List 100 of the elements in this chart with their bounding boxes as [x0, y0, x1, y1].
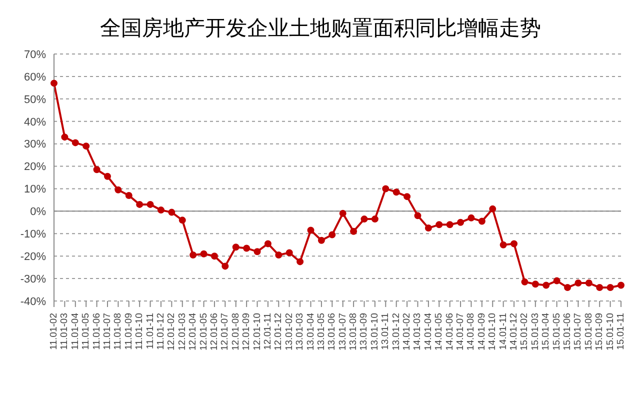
y-tick-label: 20% — [24, 161, 46, 174]
point — [404, 193, 411, 200]
y-tick-label: 0% — [30, 206, 46, 218]
point — [82, 142, 90, 150]
y-tick-label: -30% — [20, 273, 46, 286]
x-tick-label: 15.01-04 — [540, 313, 552, 351]
x-tick-label: 14.01-12 — [508, 313, 520, 351]
point — [478, 218, 486, 225]
point — [446, 221, 454, 228]
point — [136, 200, 144, 208]
x-tick-label: 13.01-04 — [305, 313, 316, 351]
y-tick-label: 60% — [24, 71, 46, 84]
point — [328, 231, 336, 238]
x-tick-label: 12.01-09 — [241, 313, 252, 351]
x-tick-label: 13.01-10 — [369, 313, 380, 351]
point — [210, 252, 218, 260]
x-tick-label: 13.01-06 — [326, 313, 338, 351]
point — [360, 216, 368, 223]
x-tick-label: 15.01-07 — [572, 313, 584, 351]
x-tick-label: 11.01-12 — [155, 313, 166, 350]
point — [618, 282, 624, 289]
point — [542, 282, 550, 289]
x-tick-label: 14.01-08 — [466, 313, 477, 351]
point — [500, 241, 507, 248]
x-tick-label: 13.01-12 — [390, 313, 402, 351]
point — [125, 192, 132, 199]
point — [414, 212, 422, 220]
point — [93, 166, 100, 174]
point — [521, 278, 528, 286]
point — [146, 200, 154, 208]
point — [468, 214, 475, 222]
x-tick-label: 13.01-09 — [358, 313, 370, 351]
point — [382, 185, 390, 192]
point — [392, 188, 400, 196]
point — [307, 226, 314, 234]
point — [104, 172, 111, 180]
point — [243, 244, 250, 252]
y-tick-label: 10% — [24, 184, 46, 196]
x-tick-label: 15.01-06 — [562, 313, 574, 351]
point — [114, 186, 122, 194]
y-tick-label: -40% — [20, 296, 46, 308]
point — [157, 206, 164, 214]
point — [264, 240, 272, 248]
x-tick-label: 14.01-07 — [455, 313, 466, 351]
point — [200, 250, 208, 258]
x-tick-label: 12.01-08 — [230, 313, 242, 351]
x-tick-label: 11.01-09 — [123, 313, 134, 350]
chart-title: 全国房地产开发企业土地购置面积同比增幅走势 — [99, 15, 542, 42]
point — [371, 216, 378, 223]
x-tick-label: 15.01-11 — [616, 313, 626, 350]
point — [190, 251, 197, 258]
x-tick-label: 15.01-02 — [519, 313, 530, 351]
x-tick-label: 12.01-12 — [273, 313, 284, 351]
y-tick-label: 70% — [24, 48, 46, 61]
point — [275, 251, 282, 258]
point — [318, 236, 325, 244]
x-tick-label: 14.01-09 — [476, 313, 488, 351]
x-tick-label: 15.01-03 — [530, 313, 541, 351]
point — [350, 228, 358, 235]
x-tick-label: 13.01-02 — [284, 313, 295, 351]
point — [232, 244, 240, 251]
x-tick-label: 14.01-03 — [412, 313, 424, 351]
x-tick-label: 15.01-08 — [583, 313, 594, 351]
x-tick-label: 14.01-11 — [498, 313, 509, 350]
x-tick-label: 11.01-08 — [112, 313, 124, 350]
x-tick-label: 14.01-02 — [402, 313, 413, 351]
point — [286, 249, 293, 256]
x-tick-label: 12.01-03 — [176, 313, 188, 351]
x-tick-label: 11.01-04 — [70, 313, 81, 350]
x-tick-label: 12.01-06 — [208, 313, 220, 351]
point — [564, 284, 572, 292]
x-tick-label: 12.01-07 — [220, 313, 231, 351]
x-tick-label: 11.01-05 — [80, 313, 92, 350]
y-tick-label: -10% — [20, 228, 46, 241]
x-tick-label: 11.01-11 — [144, 313, 156, 350]
x-tick-label: 15.01-09 — [594, 313, 606, 351]
point — [339, 210, 346, 217]
point — [254, 248, 261, 256]
x-tick-label: 15.01-10 — [604, 313, 616, 351]
x-tick-label: 13.01-07 — [337, 313, 348, 351]
point — [489, 205, 496, 212]
point — [72, 139, 79, 146]
x-tick-label: 11.01-03 — [59, 313, 70, 350]
x-tick-label: 12.01-02 — [166, 313, 178, 351]
x-tick-label: 12.01-10 — [252, 313, 263, 351]
y-tick-label: 50% — [24, 94, 46, 106]
x-tick-label: 12.01-05 — [198, 313, 210, 351]
x-tick-label: 14.01-10 — [487, 313, 498, 351]
point — [50, 80, 58, 87]
x-tick-label: 11.01-10 — [134, 313, 146, 350]
x-tick-label: 15.01-05 — [551, 313, 562, 351]
point — [457, 218, 464, 226]
x-tick-label: 13.01-03 — [294, 313, 306, 351]
x-tick-label: 11.01-02 — [48, 313, 60, 350]
x-tick-label: 12.01-11 — [262, 313, 274, 350]
y-tick-label: -20% — [20, 250, 46, 263]
point — [61, 134, 68, 141]
x-tick-label: 14.01-06 — [444, 313, 456, 351]
y-tick-label: 30% — [24, 138, 46, 151]
x-tick-label: 12.01-04 — [188, 313, 199, 351]
